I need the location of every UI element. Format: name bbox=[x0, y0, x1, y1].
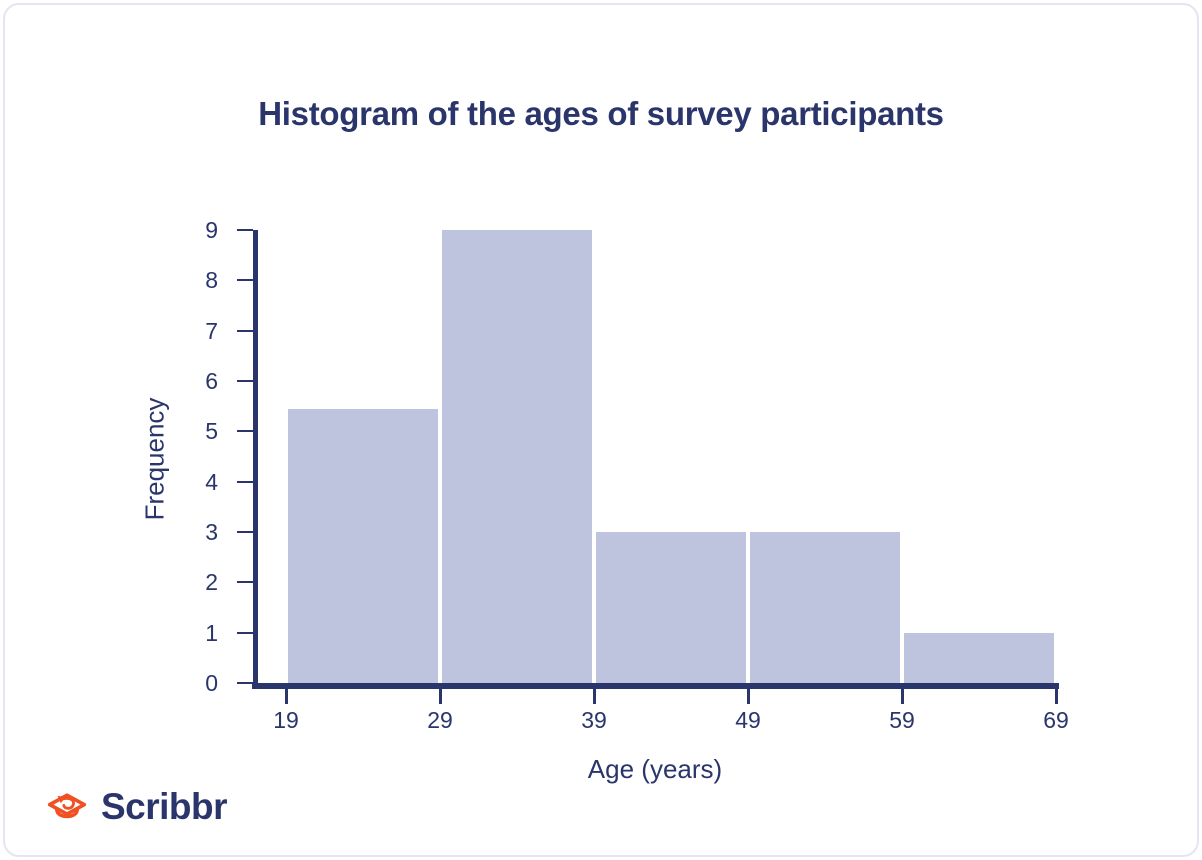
y-tick-label: 4 bbox=[205, 468, 218, 495]
y-tick bbox=[237, 631, 253, 634]
x-tick-label: 49 bbox=[735, 707, 761, 733]
histogram-plot: Frequency Age (years) 0 1 2 3 4 5 6 7 8 9 19 29 39 49… bbox=[140, 217, 1069, 784]
x-tick bbox=[1054, 689, 1058, 704]
y-tick bbox=[237, 581, 253, 584]
x-tick-label: 19 bbox=[273, 707, 299, 733]
x-tick bbox=[900, 689, 904, 704]
x-tick-label: 69 bbox=[1043, 707, 1069, 733]
y-tick-label: 1 bbox=[205, 619, 218, 646]
x-tick-label: 39 bbox=[581, 707, 607, 733]
y-tick bbox=[237, 531, 253, 533]
x-tick-label: 59 bbox=[889, 707, 915, 733]
histogram-bar bbox=[904, 632, 1054, 683]
y-tick-label: 6 bbox=[205, 368, 218, 394]
x-tick bbox=[438, 689, 442, 704]
histogram-bar bbox=[750, 532, 900, 683]
y-tick bbox=[237, 229, 253, 231]
histogram-bar bbox=[442, 230, 592, 683]
y-tick-label: 7 bbox=[205, 317, 218, 344]
y-tick bbox=[237, 329, 253, 332]
y-axis bbox=[253, 230, 258, 689]
y-axis-title: Frequency bbox=[139, 397, 170, 521]
x-tick bbox=[746, 689, 750, 704]
y-tick bbox=[237, 430, 253, 433]
histogram-bar bbox=[596, 532, 746, 683]
x-axis bbox=[252, 683, 1059, 689]
y-tick-label: 2 bbox=[205, 569, 218, 596]
y-tick-label: 3 bbox=[205, 519, 218, 545]
x-axis-title: Age (years) bbox=[587, 754, 723, 784]
x-tick-label: 29 bbox=[427, 707, 453, 733]
chart-card: Histogram of the ages of survey particip… bbox=[3, 3, 1199, 857]
y-tick-label: 9 bbox=[205, 217, 218, 243]
y-tick-label: 0 bbox=[205, 670, 218, 696]
scribbr-logo: Scribbr bbox=[43, 785, 228, 829]
y-tick-label: 5 bbox=[205, 418, 218, 445]
x-tick bbox=[592, 689, 596, 704]
x-tick bbox=[284, 689, 288, 704]
y-tick bbox=[237, 480, 253, 483]
chart-title: Histogram of the ages of survey particip… bbox=[258, 95, 944, 132]
y-tick bbox=[237, 682, 253, 684]
logo-text: Scribbr bbox=[101, 786, 228, 827]
histogram-bar bbox=[288, 408, 438, 683]
y-tick-label: 8 bbox=[205, 267, 218, 294]
graduation-cap-icon bbox=[47, 793, 87, 819]
y-tick bbox=[237, 279, 253, 282]
y-tick bbox=[237, 380, 253, 382]
